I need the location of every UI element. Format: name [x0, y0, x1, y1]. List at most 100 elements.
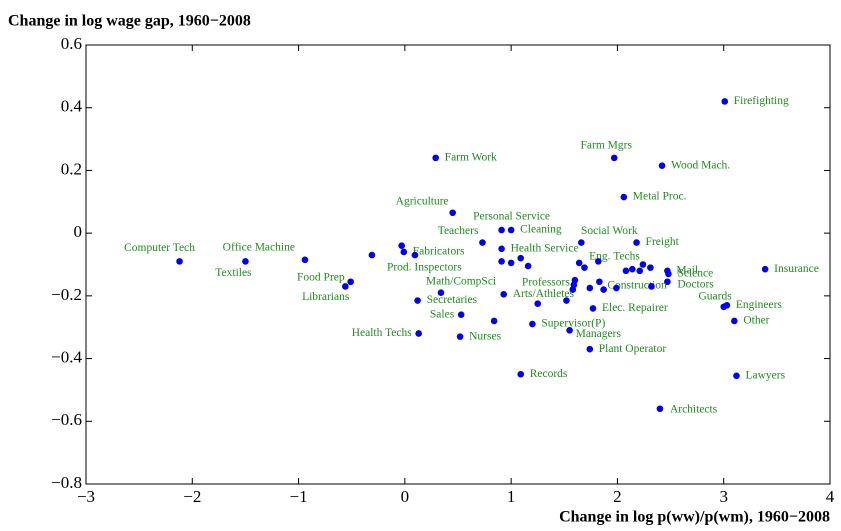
x-tick-label: 2	[613, 487, 622, 506]
point-label: Textiles	[215, 267, 252, 279]
point	[411, 251, 419, 259]
point-label: Fabricators	[413, 246, 465, 258]
point-label: Secretaries	[427, 294, 478, 306]
point-label: Eng. Techs	[589, 251, 640, 263]
point-label: Health Service	[511, 242, 579, 254]
point	[507, 226, 515, 234]
point	[575, 259, 583, 267]
point-label: Supervisor(P)	[541, 318, 605, 330]
x-tick-label: −1	[290, 487, 308, 506]
point-label: Other	[743, 315, 769, 327]
point	[563, 297, 570, 304]
point-label: Engineers	[736, 299, 783, 311]
plot-frame	[85, 44, 831, 485]
point	[242, 258, 249, 265]
point	[633, 239, 640, 246]
y-tick-label: 0	[74, 222, 83, 241]
point	[761, 265, 769, 273]
x-tick-label: 4	[826, 487, 835, 506]
point	[622, 267, 630, 275]
point-label: Managers	[576, 328, 622, 340]
y-tick-label: −0.2	[51, 285, 82, 304]
point	[731, 317, 738, 325]
x-tick-label: 1	[507, 487, 516, 506]
point	[596, 278, 603, 286]
point	[629, 265, 636, 273]
point-label: Doctors	[677, 278, 714, 290]
point	[368, 251, 376, 259]
point	[524, 262, 532, 270]
point	[517, 370, 525, 378]
point	[664, 278, 671, 286]
point	[500, 290, 508, 298]
y-tick-label: 0.6	[61, 34, 82, 53]
point-label: Sales	[430, 308, 455, 320]
point	[437, 289, 445, 297]
point	[479, 239, 486, 246]
point	[498, 226, 505, 234]
y-tick-label: 0.2	[61, 159, 82, 178]
point-label: Firefighting	[734, 95, 789, 107]
point-label: Plant Operator	[599, 343, 667, 355]
point	[594, 258, 602, 265]
point	[507, 259, 515, 267]
point	[620, 193, 628, 201]
x-tick-label: −3	[77, 487, 95, 506]
point	[432, 154, 439, 162]
y-tick-label: −0.6	[51, 410, 82, 429]
point	[733, 372, 740, 380]
y-tick-label: −0.4	[51, 347, 82, 366]
point-label: Health Techs	[352, 327, 413, 339]
point	[586, 284, 594, 292]
point	[581, 264, 588, 271]
point-label: Architects	[670, 403, 718, 415]
point	[665, 270, 672, 278]
point	[456, 333, 464, 340]
point	[600, 286, 607, 293]
point-label: Arts/Athletes	[513, 288, 575, 300]
point-label: Librarians	[302, 291, 350, 303]
point-label: Insurance	[774, 263, 819, 275]
point	[656, 405, 664, 413]
point	[490, 317, 498, 325]
x-tick-label: 3	[719, 487, 728, 506]
point-label: Nurses	[469, 330, 501, 342]
point	[301, 256, 309, 264]
point	[498, 258, 505, 265]
point-label: Farm Work	[445, 152, 497, 164]
point	[639, 261, 647, 268]
point-label: Farm Mgrs	[581, 140, 633, 152]
point	[347, 278, 354, 286]
point	[176, 258, 183, 265]
point-label: Metal Proc.	[633, 191, 687, 203]
point	[636, 267, 644, 275]
point-label: Lawyers	[745, 369, 785, 381]
point	[648, 283, 655, 290]
point	[647, 264, 654, 271]
point	[721, 98, 729, 105]
point-label: Office Machine	[223, 241, 295, 253]
point	[414, 297, 421, 304]
point	[457, 311, 465, 318]
point-label: Professors	[522, 277, 570, 289]
x-tick-label: −2	[183, 487, 201, 506]
x-tick-label: 0	[401, 487, 410, 506]
y-tick-label: −0.8	[51, 473, 82, 492]
point-label: Cleaning	[520, 224, 562, 236]
y-tick-label: 0.4	[61, 97, 83, 116]
point-label: Food Prep	[297, 271, 345, 283]
point	[571, 276, 579, 284]
point	[398, 242, 405, 249]
point-label: Guards	[698, 290, 732, 302]
point	[534, 300, 542, 307]
point	[498, 245, 505, 253]
point	[517, 254, 525, 262]
point	[658, 162, 666, 170]
point	[400, 248, 408, 256]
point-label: Science	[677, 268, 713, 280]
point-label: Computer Tech	[124, 242, 195, 254]
point-label: Mail	[676, 264, 698, 276]
point-label: Personal Service	[473, 211, 550, 223]
point	[529, 320, 536, 328]
